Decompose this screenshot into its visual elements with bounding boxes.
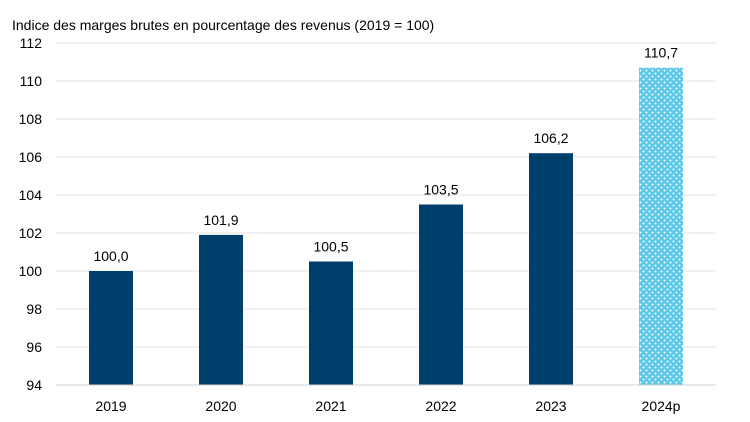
data-label: 100,5 [313,239,348,255]
data-label: 110,7 [644,45,678,61]
data-label: 100,0 [93,248,128,264]
y-axis-ticks: 94 96 98 100 102 104 106 108 110 112 [19,35,43,393]
data-label: 101,9 [203,212,238,228]
gridlines [56,42,716,348]
y-tick-label: 112 [20,35,43,51]
y-tick-label: 106 [19,149,43,165]
bar [309,261,353,385]
data-labels: 100,0 101,9 100,5 103,5 106,2 110,7 [93,45,678,264]
chart-title: Indice des marges brutes en pourcentage … [12,17,434,33]
y-tick-label: 108 [19,111,43,127]
y-tick-label: 100 [19,263,43,279]
x-tick-label: 2019 [95,398,126,414]
bar [89,271,133,385]
bars [89,67,683,385]
y-tick-label: 110 [20,73,43,89]
x-tick-label: 2024p [642,398,681,414]
x-axis-ticks: 2019 2020 2021 2022 2023 2024p [95,398,680,414]
x-tick-label: 2022 [425,398,456,414]
y-tick-label: 94 [26,377,42,393]
data-label: 106,2 [533,130,568,146]
y-tick-label: 104 [19,187,43,203]
y-tick-label: 102 [19,225,43,241]
bar [529,153,573,385]
data-label: 103,5 [423,182,458,198]
bar [199,234,243,385]
x-tick-label: 2023 [535,398,566,414]
y-tick-label: 96 [26,339,42,355]
bar [419,204,463,385]
x-tick-label: 2021 [315,398,346,414]
y-tick-label: 98 [26,301,42,317]
x-tick-label: 2020 [205,398,236,414]
bar-projected [639,67,683,385]
